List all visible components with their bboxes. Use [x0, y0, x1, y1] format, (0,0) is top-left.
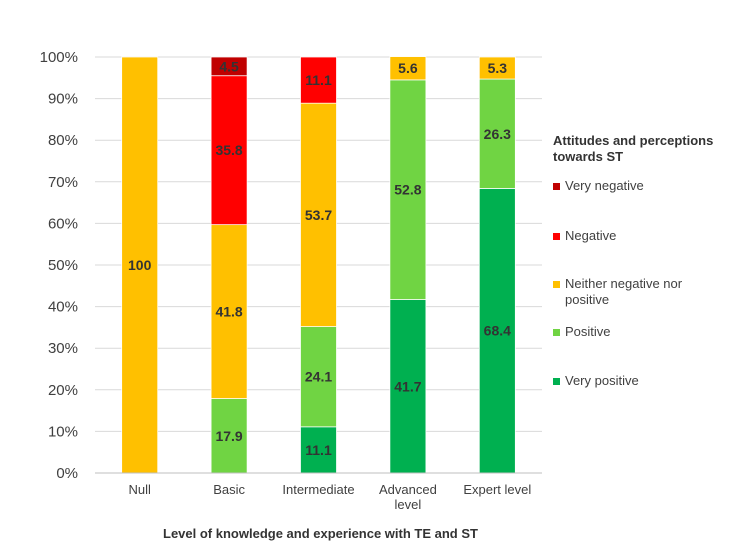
data-label: 41.8 [215, 304, 242, 320]
legend-label-line: positive [565, 292, 609, 307]
legend-label: Negative [565, 228, 616, 243]
y-tick-label: 20% [48, 382, 78, 399]
x-tick-label-line: level [395, 497, 422, 512]
data-labels: 100 17.9 41.8 35.8 4.5 11.1 24.1 53.7 11.1 41.7 52… [128, 58, 511, 458]
bar-segment [210, 75, 248, 226]
data-label: 5.3 [488, 60, 508, 76]
y-tick-label: 10% [48, 423, 78, 440]
data-label: 52.8 [394, 182, 421, 198]
bar-segment [389, 56, 427, 81]
x-tick-label: Intermediate [282, 482, 354, 497]
data-label: 11.1 [305, 72, 332, 88]
y-axis-tick-labels: 0% 10% 20% 30% 40% 50% 60% 70% 80% 90% 100% [40, 49, 78, 482]
y-tick-label: 0% [56, 465, 78, 482]
bar-segment [300, 426, 337, 474]
data-label: 53.7 [305, 207, 332, 223]
bar-segment [210, 398, 248, 474]
bar-segment [210, 56, 248, 77]
bar-segment [478, 78, 516, 189]
data-label: 11.1 [305, 442, 332, 458]
legend-label-line: Neither negative nor [565, 276, 683, 291]
bar-segment [300, 102, 337, 327]
legend-label: Positive [565, 324, 611, 339]
y-tick-label: 70% [48, 174, 78, 191]
x-tick-label: Expert level [463, 482, 531, 497]
x-tick-label: Basic [213, 482, 245, 497]
legend-swatch [553, 233, 560, 240]
data-label: 41.7 [394, 378, 421, 394]
x-tick-label: Advanced level [379, 482, 437, 512]
bar-segment [478, 56, 516, 80]
legend-title-line: towards ST [553, 149, 623, 164]
y-tick-label: 30% [48, 340, 78, 357]
bar-segment [210, 224, 248, 399]
legend: Attitudes and perceptions towards ST Very … [553, 133, 713, 388]
x-tick-label-line: Advanced [379, 482, 437, 497]
x-axis-category-labels: Null Basic Intermediate Advanced level Expert… [128, 482, 531, 512]
legend-swatch [553, 281, 560, 288]
data-label: 100 [128, 257, 152, 273]
legend-swatch [553, 378, 560, 385]
bar-segment [300, 56, 337, 104]
y-tick-label: 90% [48, 91, 78, 108]
data-label: 5.6 [398, 60, 418, 76]
bar-segment [121, 56, 159, 474]
bars [121, 56, 516, 474]
bar-segment [389, 79, 427, 300]
data-label: 68.4 [484, 323, 511, 339]
data-label: 4.5 [219, 58, 239, 74]
legend-label: Very negative [565, 178, 644, 193]
legend-swatch [553, 329, 560, 336]
data-label: 17.9 [215, 428, 242, 444]
data-label: 35.8 [215, 142, 242, 158]
y-tick-label: 100% [40, 49, 78, 66]
data-label: 24.1 [305, 369, 332, 385]
legend-title-line: Attitudes and perceptions [553, 133, 713, 148]
y-tick-label: 50% [48, 257, 78, 274]
legend-title: Attitudes and perceptions towards ST [553, 133, 713, 164]
legend-swatch [553, 183, 560, 190]
y-tick-label: 40% [48, 299, 78, 316]
y-tick-label: 80% [48, 132, 78, 149]
data-label: 26.3 [484, 126, 511, 142]
legend-label: Very positive [565, 373, 639, 388]
x-axis-title: Level of knowledge and experience with T… [163, 526, 478, 541]
y-tick-label: 60% [48, 215, 78, 232]
x-tick-label: Null [128, 482, 151, 497]
legend-label: Neither negative nor positive [565, 276, 683, 307]
bar-segment [300, 326, 337, 428]
bar-segment [389, 299, 427, 474]
